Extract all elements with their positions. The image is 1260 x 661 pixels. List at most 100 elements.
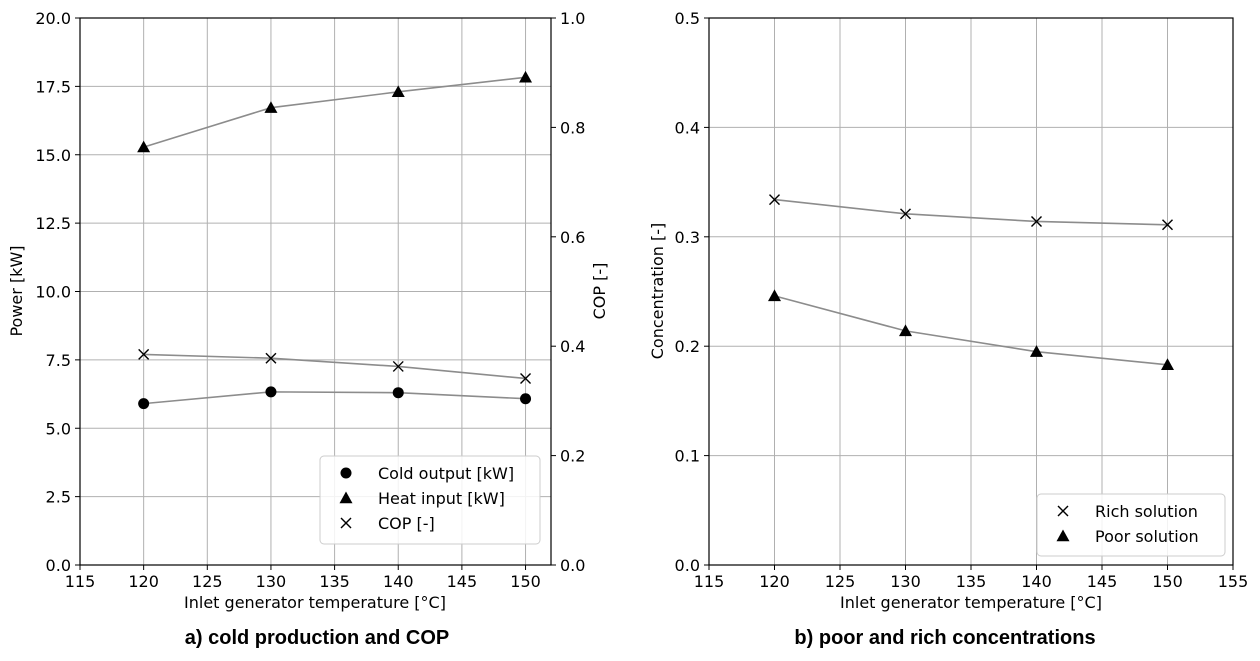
y-tick-label: 5.0 [46, 419, 71, 438]
data-point [1161, 358, 1174, 370]
data-point-stroke-b [265, 352, 277, 364]
legend-box [1036, 493, 1226, 557]
y-tick-label: 0.2 [675, 337, 700, 356]
data-point [769, 194, 780, 206]
data-point [392, 360, 404, 372]
data-point [899, 324, 912, 337]
series-line [774, 295, 1168, 366]
x-tick-label: 150 [1152, 572, 1183, 591]
data-point-stroke-b [520, 372, 532, 384]
x-tick-label: 115 [65, 572, 96, 591]
data-point-stroke-b [138, 348, 150, 360]
caption-chart-b: b) poor and rich concentrations [794, 627, 1096, 649]
data-point [391, 85, 405, 98]
x-tick-label: 115 [694, 572, 725, 591]
y-tick-label: 0.5 [675, 9, 700, 28]
legend-marker [1056, 529, 1070, 542]
data-point-stroke-b [1031, 215, 1042, 227]
y2-tick-label: 1.0 [560, 9, 585, 28]
x-axis-label: Inlet generator temperature [°C] [184, 593, 446, 612]
x-tick-label: 145 [1087, 572, 1118, 591]
x-tick-label: 130 [890, 572, 921, 591]
series-0 [138, 386, 532, 410]
legend-marker-stroke-b [1057, 505, 1069, 517]
legend-marker [340, 517, 352, 529]
y-axis-label: Power [kW] [7, 245, 26, 336]
data-point [264, 101, 278, 113]
x-tick-label: 145 [447, 572, 478, 591]
data-point [768, 289, 781, 302]
series-1 [137, 70, 533, 153]
y-tick-label: 0.0 [46, 556, 71, 575]
x-tick-label: 150 [510, 572, 541, 591]
data-point [138, 398, 150, 410]
y-tick-label: 10.0 [35, 283, 71, 302]
series-line [774, 198, 1168, 226]
x-tick-label: 140 [1021, 572, 1052, 591]
legend-label: Cold output [kW] [378, 464, 514, 483]
x-axis-label: Inlet generator temperature [°C] [840, 593, 1102, 612]
chart-a-cold-production-cop: 115 120 125 130 135 140 145 150 0.0 2.5 5.0 7.5 10.0… [7, 9, 609, 612]
x-tick-label: 125 [192, 572, 223, 591]
series-line [143, 76, 526, 148]
legend-marker [340, 467, 352, 479]
y-tick-label: 15.0 [35, 146, 71, 165]
caption-chart-a: a) cold production and COP [184, 627, 450, 649]
data-point-stroke-b [1162, 219, 1173, 231]
y-tick-label: 12.5 [35, 214, 71, 233]
legend-label: Rich solution [1095, 502, 1198, 521]
x-tick-label: 155 [1218, 572, 1249, 591]
data-point [1030, 345, 1043, 357]
y-tick-label: 17.5 [35, 77, 71, 96]
data-point-stroke-b [900, 208, 911, 220]
legend: Rich solution Poor solution [1036, 493, 1226, 557]
data-point [138, 348, 150, 360]
x-tick-label: 135 [956, 572, 987, 591]
series-line [143, 353, 526, 380]
data-point-stroke-b [392, 360, 404, 372]
y-tick-label: 0.1 [675, 447, 700, 466]
x-tick-label: 120 [759, 572, 790, 591]
y-axis-label: Concentration [-] [648, 223, 667, 360]
y-tick-label: 0.3 [675, 228, 700, 247]
data-point [265, 352, 277, 364]
x-tick-label: 140 [383, 572, 414, 591]
y-tick-label: 2.5 [46, 488, 71, 507]
series-1 [768, 289, 1174, 370]
legend-marker-stroke-b [340, 517, 352, 529]
series-line [143, 391, 526, 405]
y2-tick-label: 0.0 [560, 556, 585, 575]
legend-marker [1057, 505, 1069, 517]
legend-label: Heat input [kW] [378, 489, 505, 508]
y-tick-label: 0.4 [675, 118, 700, 137]
series-2 [138, 348, 532, 384]
y2-axis-label: COP [-] [590, 263, 609, 320]
data-point-stroke-b [769, 194, 780, 206]
data-point [1162, 219, 1173, 231]
y-tick-label: 0.0 [675, 556, 700, 575]
y2-tick-label: 0.8 [560, 118, 585, 137]
data-point [520, 372, 532, 384]
legend-label: COP [-] [378, 514, 435, 533]
data-point [520, 393, 532, 405]
data-point [137, 140, 151, 153]
x-tick-label: 130 [256, 572, 287, 591]
data-point [900, 208, 911, 220]
y2-tick-label: 0.4 [560, 337, 585, 356]
legend-box [319, 455, 541, 545]
legend: Cold output [kW] Heat input [kW] COP [-] [319, 455, 541, 545]
y-tick-label: 7.5 [46, 351, 71, 370]
grid [708, 17, 1234, 566]
x-tick-label: 125 [825, 572, 856, 591]
y-tick-label: 20.0 [35, 9, 71, 28]
data-point [265, 386, 277, 398]
chart-b-concentrations: 115 120 125 130 135 140 145 150 155 0.0 0.1 0.2 0.3 0… [648, 9, 1248, 612]
data-point [519, 70, 533, 83]
legend-marker [339, 491, 353, 504]
data-point [392, 387, 404, 399]
legend-label: Poor solution [1095, 527, 1199, 546]
y2-tick-label: 0.6 [560, 228, 585, 247]
data-point [1031, 215, 1042, 227]
y2-tick-label: 0.2 [560, 447, 585, 466]
